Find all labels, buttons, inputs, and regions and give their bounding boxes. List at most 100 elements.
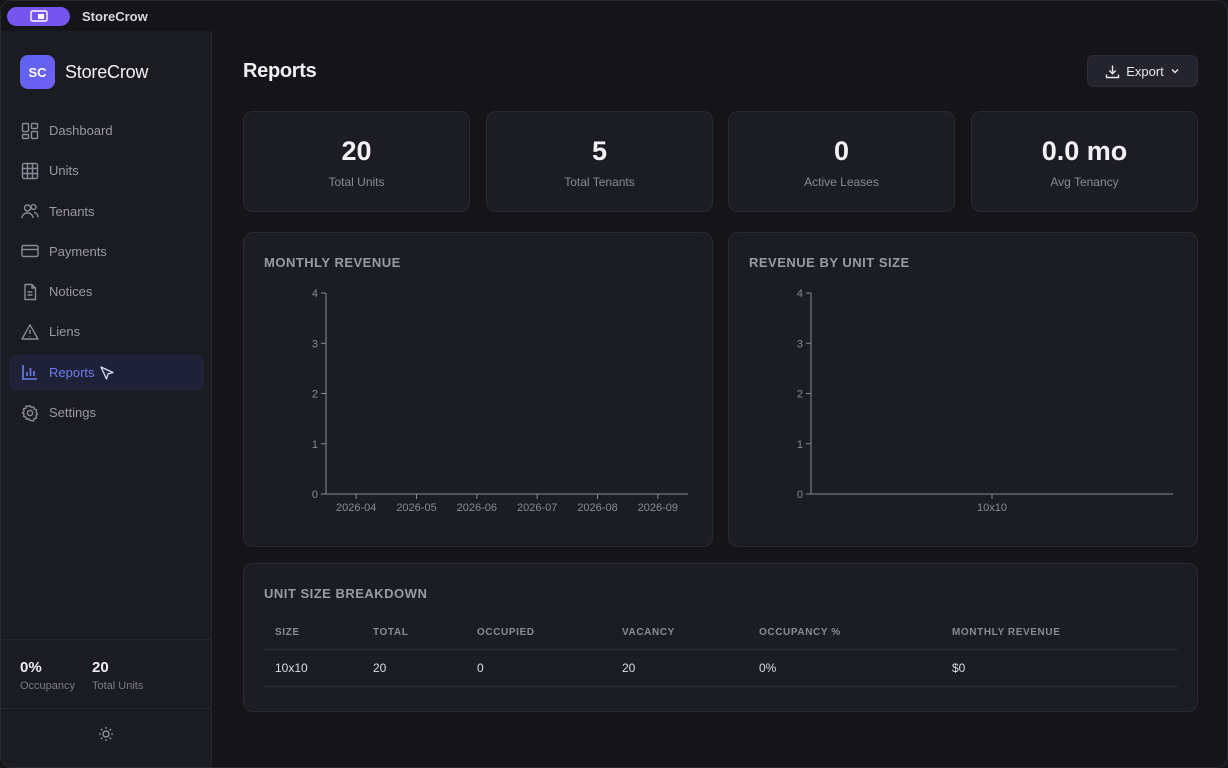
x-tick-label: 2026-05	[396, 502, 436, 514]
sidebar-item-reports[interactable]: Reports	[9, 353, 204, 391]
chevron-down-icon	[1171, 69, 1179, 74]
document-icon	[20, 282, 40, 302]
column-header: MONTHLY REVENUE	[941, 622, 1178, 650]
main-content: Reports Export 20 Total Units 5 Total Te…	[212, 31, 1227, 767]
sidebar-item-units[interactable]: Units	[9, 152, 204, 189]
occupancy-stat: 0% Occupancy	[20, 659, 75, 692]
monthly-revenue-card: MONTHLY REVENUE 0 1 2 3 4 2026-04 2026-05 2026-…	[243, 232, 713, 547]
kpi-label: Total Tenants	[564, 175, 635, 189]
chart-title: REVENUE BY UNIT SIZE	[749, 255, 910, 270]
monthly-revenue-chart: 0 1 2 3 4 2026-04 2026-05 2026-06 2026-07 2026-08…	[312, 288, 688, 514]
y-tick-label: 1	[312, 439, 318, 451]
dashboard-icon	[20, 121, 40, 141]
y-tick-label: 2	[312, 389, 318, 401]
y-tick-label: 2	[797, 389, 803, 401]
kpi-total-units: 20 Total Units	[243, 111, 470, 212]
sidebar-item-dashboard[interactable]: Dashboard	[9, 112, 204, 149]
kpi-label: Total Units	[328, 175, 385, 189]
theme-toggle-button[interactable]	[97, 725, 115, 743]
warning-icon	[20, 322, 40, 342]
table-cell: $0	[941, 649, 1178, 687]
revenue-by-size-card: REVENUE BY UNIT SIZE 0 1 2 3 4 10x10	[728, 232, 1198, 547]
sidebar-stats: 0% Occupancy 20 Total Units	[1, 639, 211, 709]
sidebar-item-label: Liens	[49, 324, 81, 340]
title-bar: StoreCrow	[1, 1, 1227, 31]
sun-icon	[99, 727, 113, 741]
sidebar-item-label: Units	[49, 163, 79, 179]
users-icon	[20, 201, 40, 221]
stat-label: Total Units	[92, 680, 144, 692]
kpi-label: Avg Tenancy	[1050, 175, 1119, 189]
y-tick-label: 0	[797, 489, 803, 501]
sidebar-item-notices[interactable]: Notices	[9, 273, 204, 310]
unit-size-breakdown-card: UNIT SIZE BREAKDOWN SIZE TOTAL OCCUPIED …	[243, 563, 1198, 712]
y-tick-label: 4	[312, 288, 318, 300]
stat-value: 0%	[20, 659, 42, 676]
kpi-value: 5	[591, 136, 608, 166]
breakdown-table: SIZE TOTAL OCCUPIED VACANCY OCCUPANCY % …	[264, 622, 1178, 687]
sidebar-nav: Dashboard Units Tenants Payments	[9, 112, 204, 434]
kpi-value: 0.0 mo	[1041, 136, 1128, 166]
total-units-stat: 20 Total Units	[92, 659, 143, 692]
table-cell: 20	[362, 649, 466, 687]
kpi-avg-tenancy: 0.0 mo Avg Tenancy	[971, 111, 1198, 212]
mouse-cursor-icon	[99, 365, 115, 386]
x-tick-label: 2026-09	[638, 502, 678, 514]
y-tick-label: 3	[312, 338, 318, 350]
brand-name: StoreCrow	[65, 61, 149, 82]
table-header-row: SIZE TOTAL OCCUPIED VACANCY OCCUPANCY % …	[264, 622, 1178, 650]
column-header: SIZE	[264, 622, 362, 650]
sidebar-item-label: Tenants	[49, 203, 95, 219]
x-tick-label: 2026-04	[336, 502, 376, 514]
export-label: Export	[1126, 63, 1164, 79]
y-tick-label: 1	[797, 439, 803, 451]
sidebar-item-label: Settings	[49, 405, 96, 421]
credit-card-icon	[20, 241, 40, 261]
page-title: Reports	[243, 60, 317, 82]
y-tick-label: 4	[797, 288, 803, 300]
x-tick-label: 2026-06	[457, 502, 497, 514]
export-button[interactable]: Export	[1087, 55, 1198, 87]
column-header: OCCUPIED	[466, 622, 611, 650]
browser-window-icon	[29, 10, 48, 22]
sidebar-item-payments[interactable]: Payments	[9, 233, 204, 270]
sidebar: SC StoreCrow Dashboard Units Tenants	[1, 31, 212, 767]
x-tick-label: 10x10	[977, 502, 1007, 514]
column-header: TOTAL	[362, 622, 466, 650]
chart-title: MONTHLY REVENUE	[264, 255, 401, 270]
kpi-active-leases: 0 Active Leases	[728, 111, 955, 212]
sidebar-item-tenants[interactable]: Tenants	[9, 193, 204, 230]
download-icon	[1106, 65, 1120, 78]
table-cell: 0%	[748, 649, 941, 687]
sidebar-item-settings[interactable]: Settings	[9, 394, 204, 431]
brand[interactable]: SC StoreCrow	[20, 55, 148, 89]
kpi-value: 20	[341, 136, 372, 166]
table-title: UNIT SIZE BREAKDOWN	[264, 586, 428, 601]
stat-value: 20	[92, 659, 109, 676]
kpi-value: 0	[833, 136, 850, 166]
app-switcher-pill[interactable]	[7, 6, 70, 26]
y-tick-label: 3	[797, 338, 803, 350]
sidebar-item-label: Notices	[49, 284, 93, 300]
kpi-total-tenants: 5 Total Tenants	[486, 111, 713, 212]
titlebar-app-name: StoreCrow	[82, 8, 148, 24]
bar-chart-icon	[20, 362, 40, 382]
sidebar-item-liens[interactable]: Liens	[9, 313, 204, 350]
table-cell: 10x10	[264, 649, 362, 687]
brand-logo: SC	[20, 55, 55, 89]
y-tick-label: 0	[312, 489, 318, 501]
sidebar-item-label: Dashboard	[49, 123, 113, 138]
table-cell: 0	[466, 649, 611, 687]
table-row[interactable]: 10x10 20 0 20 0% $0	[264, 649, 1178, 687]
x-tick-label: 2026-08	[577, 502, 617, 514]
gear-icon	[20, 403, 40, 423]
kpi-label: Active Leases	[804, 175, 879, 189]
grid-icon	[20, 161, 40, 181]
revenue-by-size-chart: 0 1 2 3 4 10x10	[797, 288, 1173, 514]
stat-label: Occupancy	[20, 680, 76, 692]
column-header: OCCUPANCY %	[748, 622, 941, 650]
column-header: VACANCY	[611, 622, 748, 650]
x-tick-label: 2026-07	[517, 502, 557, 514]
sidebar-item-label: Reports	[49, 364, 95, 380]
